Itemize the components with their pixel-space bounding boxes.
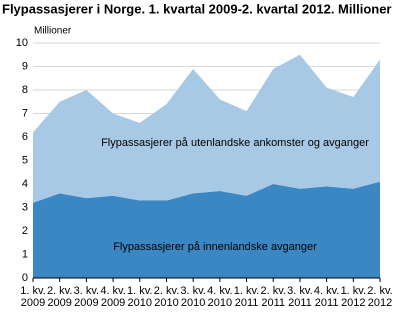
x-tick-label-line: 1. kv. bbox=[20, 285, 45, 297]
x-tick-label: 2. kv. 2012 bbox=[367, 285, 392, 309]
y-tick-label: 3 bbox=[22, 201, 28, 213]
area bbox=[33, 181, 380, 278]
x-tick-label-line: 2010 bbox=[181, 297, 205, 309]
x-tick-label-line: 2009 bbox=[21, 297, 45, 309]
x-tick-label-line: 4. kv. bbox=[207, 285, 232, 297]
y-tick-label: 5 bbox=[22, 154, 28, 166]
y-tick-label: 2 bbox=[22, 225, 28, 237]
x-tick-label: 4. kv. 2011 bbox=[314, 285, 339, 309]
x-tick-label-line: 2011 bbox=[261, 297, 285, 309]
x-tick-label-line: 4. kv. bbox=[100, 285, 125, 297]
x-tick-label-line: 2. kv. bbox=[154, 285, 179, 297]
y-tick-label: 4 bbox=[22, 178, 28, 190]
x-tick-label-line: 2012 bbox=[368, 297, 392, 309]
series-label: Flypassasjerer på utenlandske ankomster … bbox=[101, 137, 369, 149]
areas bbox=[33, 54, 380, 278]
x-tick-label: 3. kv. 2010 bbox=[180, 285, 205, 309]
series-label: Flypassasjerer på innenlandske avganger bbox=[113, 241, 317, 253]
x-tick-label-line: 2010 bbox=[208, 297, 232, 309]
x-tick-label-line: 3. kv. bbox=[180, 285, 205, 297]
y-tick-label: 6 bbox=[22, 131, 28, 143]
x-tick-label: 2. kv. 2011 bbox=[260, 285, 285, 309]
x-tick-label-line: 1. kv. bbox=[127, 285, 152, 297]
x-tick-label-line: 1. kv. bbox=[234, 285, 259, 297]
y-tick-label: 10 bbox=[16, 37, 28, 49]
x-tick-label-line: 2010 bbox=[128, 297, 152, 309]
y-tick-label: 9 bbox=[22, 60, 28, 72]
x-tick-label-line: 2. kv. bbox=[260, 285, 285, 297]
x-tick-label-line: 1. kv. bbox=[341, 285, 366, 297]
x-tick-label-line: 2009 bbox=[74, 297, 98, 309]
x-tick-label: 1. kv. 2012 bbox=[341, 285, 366, 309]
x-tick-label: 4. kv. 2009 bbox=[100, 285, 125, 309]
y-tick-label: 1 bbox=[22, 248, 28, 260]
x-tick-label-line: 2009 bbox=[47, 297, 71, 309]
x-tick-label: 4. kv. 2010 bbox=[207, 285, 232, 309]
x-tick-label-line: 2. kv. bbox=[47, 285, 72, 297]
x-tick-label-line: 2011 bbox=[235, 297, 259, 309]
x-tick-label-line: 3. kv. bbox=[74, 285, 99, 297]
x-tick-label-line: 2. kv. bbox=[367, 285, 392, 297]
x-tick-label-line: 3. kv. bbox=[287, 285, 312, 297]
area bbox=[33, 54, 380, 203]
x-tick-label: 3. kv. 2009 bbox=[74, 285, 99, 309]
x-tick-label: 1. kv. 2011 bbox=[234, 285, 259, 309]
x-tick-label: 2. kv. 2009 bbox=[47, 285, 72, 309]
chart-title: Flypassasjerer i Norge. 1. kvartal 2009-… bbox=[2, 1, 392, 16]
y-tick-label: 0 bbox=[22, 272, 28, 284]
x-tick-label: 3. kv. 2011 bbox=[287, 285, 312, 309]
x-tick-label-line: 2009 bbox=[101, 297, 125, 309]
x-tick-label: 1. kv. 2010 bbox=[127, 285, 152, 309]
x-tick-label-line: 2012 bbox=[341, 297, 365, 309]
x-tick-label-line: 4. kv. bbox=[314, 285, 339, 297]
x-tick-label: 1. kv. 2009 bbox=[20, 285, 45, 309]
x-tick-label-line: 2011 bbox=[315, 297, 339, 309]
y-tick-label: 7 bbox=[22, 107, 28, 119]
y-axis-label: Millioner bbox=[34, 26, 72, 37]
x-tick-label: 2. kv. 2010 bbox=[154, 285, 179, 309]
y-tick-label: 8 bbox=[22, 84, 28, 96]
x-tick-label-line: 2011 bbox=[288, 297, 312, 309]
x-tick-label-line: 2010 bbox=[154, 297, 178, 309]
